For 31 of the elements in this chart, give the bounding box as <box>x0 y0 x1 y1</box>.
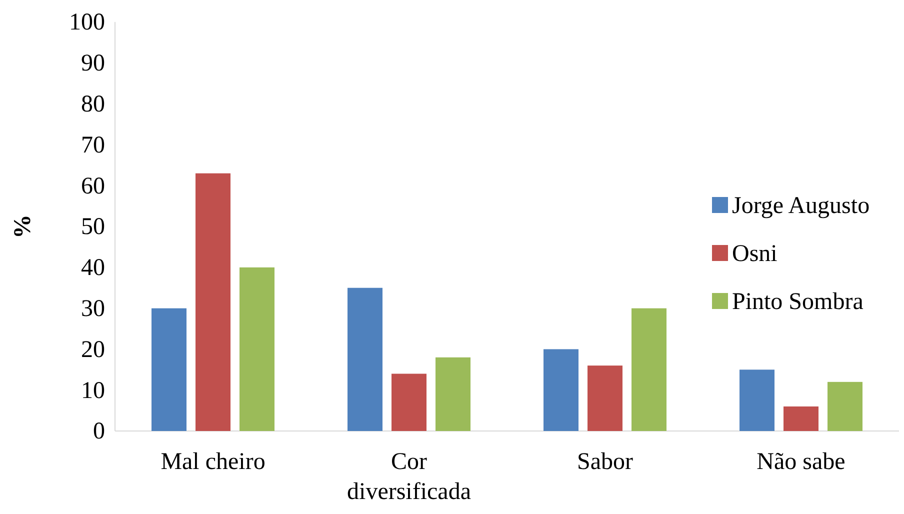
bar <box>196 173 230 431</box>
y-tick-label: 30 <box>81 296 105 322</box>
bar <box>544 349 578 431</box>
y-tick-label: 20 <box>81 336 105 363</box>
bar <box>392 374 426 431</box>
x-tick-label: Sabor <box>577 449 633 475</box>
legend-label: Osni <box>732 241 778 267</box>
bar <box>740 370 774 431</box>
legend-label: Jorge Augusto <box>732 193 870 219</box>
y-tick-label: 60 <box>81 173 105 200</box>
y-tick-label: 0 <box>93 418 105 445</box>
y-tick-label: 10 <box>81 378 105 404</box>
bar <box>828 382 862 431</box>
y-tick-label: 100 <box>69 10 105 36</box>
y-tick-label: 70 <box>81 132 105 158</box>
bar <box>784 406 818 431</box>
y-tick-label: 40 <box>81 255 105 282</box>
bar <box>588 366 622 431</box>
y-tick-label: 80 <box>81 91 105 118</box>
bar <box>436 357 470 431</box>
y-tick-label: 90 <box>81 50 105 77</box>
y-tick-label: 50 <box>81 214 105 240</box>
bar <box>240 267 274 431</box>
x-tick-label: Não sabe <box>756 449 846 475</box>
y-axis-title: % <box>10 214 36 238</box>
bar <box>348 288 382 431</box>
bar <box>152 308 186 431</box>
bar <box>632 308 666 431</box>
x-tick-label: Mal cheiro <box>160 449 266 475</box>
x-tick-label: Cor diversificada <box>347 449 472 505</box>
legend-label: Pinto Sombra <box>732 289 864 315</box>
